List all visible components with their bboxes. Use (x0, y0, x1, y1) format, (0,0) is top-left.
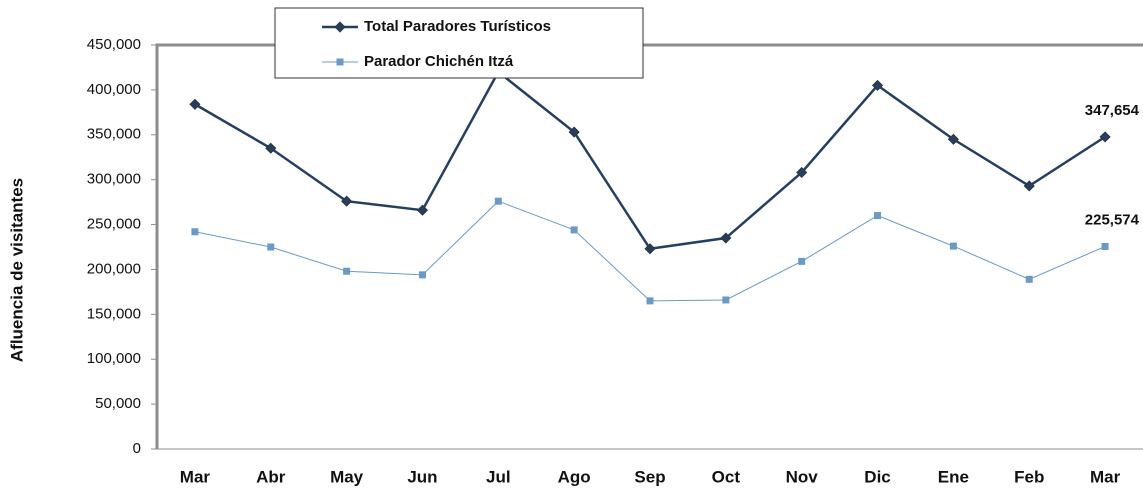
x-tick-label: Oct (712, 467, 741, 486)
legend-box (274, 7, 644, 79)
point (265, 142, 277, 154)
y-axis-label: Afluencia de visitantes (7, 178, 26, 362)
x-tick-label: Abr (256, 467, 286, 486)
data-label: 347,654 (1085, 102, 1140, 119)
point (568, 126, 580, 138)
point (646, 297, 654, 305)
point (418, 271, 426, 279)
point (191, 228, 199, 236)
y-tick-label: 350,000 (87, 126, 141, 143)
y-tick-label: 300,000 (87, 171, 141, 188)
point (720, 232, 732, 244)
point (947, 133, 959, 145)
point (1023, 180, 1035, 192)
point (798, 257, 806, 265)
y-tick-label: 250,000 (87, 216, 141, 233)
point (644, 243, 656, 255)
point (570, 226, 578, 234)
x-tick-label: Nov (786, 467, 819, 486)
y-tick-label: 100,000 (87, 350, 141, 367)
point (949, 242, 957, 250)
point (796, 166, 808, 179)
x-tick-label: Ago (558, 467, 591, 486)
y-tick-label: 450,000 (87, 36, 141, 53)
point (494, 197, 502, 205)
point (871, 79, 884, 91)
point (1099, 131, 1111, 143)
series-line (194, 70, 1106, 251)
legend-label: Total Paradores Turísticos (364, 18, 551, 35)
y-tick-label: 150,000 (87, 305, 141, 322)
x-tick-label: May (330, 467, 364, 486)
y-tick-label: 50,000 (95, 395, 141, 412)
x-tick-label: Mar (180, 467, 211, 486)
point (1101, 242, 1109, 250)
x-tick-label: Feb (1014, 467, 1044, 486)
data-label: 225,574 (1085, 211, 1140, 228)
x-tick-label: Jun (407, 467, 437, 486)
point (343, 267, 351, 275)
point (416, 204, 429, 216)
y-tick-label: 0 (133, 440, 141, 457)
x-tick-label: Jul (486, 467, 511, 486)
point (874, 212, 882, 220)
y-tick-label: 400,000 (87, 81, 141, 98)
point (189, 98, 201, 110)
x-tick-label: Ene (938, 467, 969, 486)
legend-label: Parador Chichén Itzá (364, 53, 514, 70)
point (1025, 275, 1033, 283)
point (341, 195, 353, 207)
point (267, 243, 275, 251)
x-tick-label: Dic (864, 467, 890, 486)
legend-marker (336, 58, 344, 66)
point (722, 296, 730, 304)
y-tick-label: 200,000 (87, 260, 141, 277)
x-tick-label: Sep (634, 467, 665, 486)
x-tick-label: Mar (1090, 467, 1121, 486)
legend-marker (334, 21, 346, 33)
